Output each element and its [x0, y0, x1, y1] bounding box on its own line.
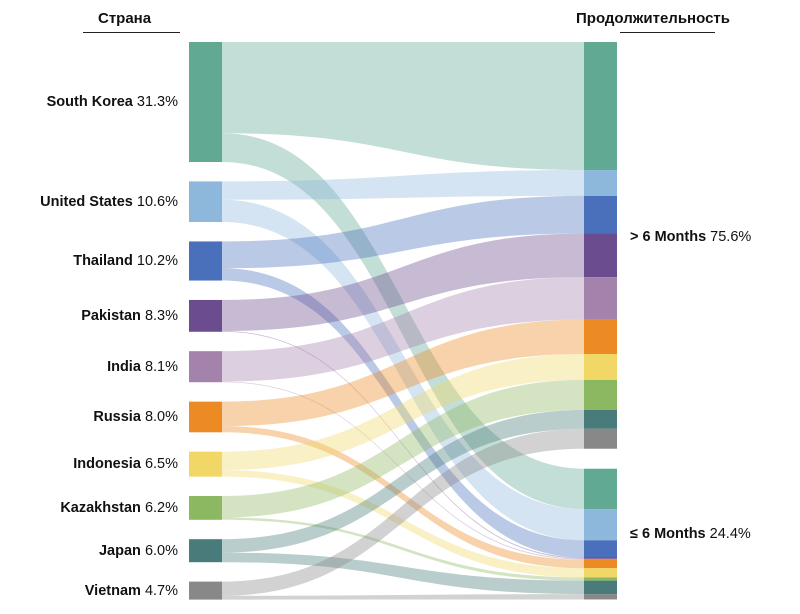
source-name: Thailand: [73, 252, 133, 269]
source-name: Indonesia: [73, 456, 141, 473]
link-russia-to-target-0: [222, 319, 584, 427]
source-pct: 6.2%: [144, 499, 178, 516]
source-node-thailand: [189, 241, 222, 281]
target-segment-united-states: [584, 509, 617, 541]
link-south-korea-to-target-1: [222, 133, 584, 510]
source-node-russia: [189, 401, 222, 433]
target-segment-japan: [584, 580, 617, 595]
target-segment-vietnam: [584, 428, 617, 449]
target-segment-pakistan: [584, 557, 617, 559]
target-segment-india: [584, 558, 617, 560]
source-node-south-korea: [189, 42, 222, 163]
source-pct: 10.6%: [136, 193, 178, 210]
link-south-korea-to-target-0: [222, 42, 584, 171]
link-thailand-to-target-0: [222, 195, 584, 269]
source-header-underline: [83, 32, 180, 33]
target-pct: 24.4%: [709, 526, 751, 543]
target-header-underline: [620, 32, 715, 33]
source-label: Japan 6.0%: [99, 543, 178, 559]
source-node-vietnam: [189, 581, 222, 600]
target-segment-south-korea: [584, 468, 617, 510]
target-name: > 6 Months: [630, 229, 707, 246]
source-pct: 8.1%: [144, 358, 178, 375]
source-pct: 10.2%: [136, 252, 178, 269]
target-name: ≤ 6 Months: [630, 526, 706, 543]
target-label: > 6 Months 75.6%: [630, 229, 751, 245]
source-label: India 8.1%: [107, 359, 178, 375]
link-thailand-to-target-1: [222, 268, 584, 558]
link-indonesia-to-target-0: [222, 354, 584, 471]
link-indonesia-to-target-1: [222, 470, 584, 578]
link-pakistan-to-target-1: [222, 331, 584, 559]
source-name: Kazakhstan: [60, 499, 141, 516]
target-segment-russia: [584, 319, 617, 355]
source-label: Vietnam 4.7%: [85, 583, 178, 599]
source-label: South Korea 31.3%: [47, 94, 178, 110]
target-segment-thailand: [584, 195, 617, 234]
source-name: Japan: [98, 542, 141, 559]
link-united-states-to-target-1: [222, 199, 584, 541]
link-vietnam-to-target-1: [222, 594, 584, 600]
target-segment-kazakhstan: [584, 577, 617, 581]
target-segment-south-korea: [584, 42, 617, 171]
link-japan-to-target-0: [222, 409, 584, 553]
source-pct: 31.3%: [136, 94, 178, 110]
target-segment-indonesia: [584, 354, 617, 380]
target-segment-pakistan: [584, 233, 617, 278]
link-japan-to-target-1: [222, 552, 584, 595]
source-node-indonesia: [189, 451, 222, 477]
source-label: Thailand 10.2%: [73, 253, 178, 269]
target-segment-russia: [584, 559, 617, 569]
link-russia-to-target-1: [222, 426, 584, 569]
source-node-united-states: [189, 181, 222, 223]
source-name: India: [107, 358, 141, 375]
source-header: Страна: [98, 10, 152, 27]
target-segment-indonesia: [584, 568, 617, 578]
target-label: ≤ 6 Months 24.4%: [630, 526, 751, 542]
source-pct: 6.5%: [144, 456, 178, 473]
source-pct: 8.0%: [144, 408, 178, 425]
source-node-kazakhstan: [189, 496, 222, 520]
target-segment-kazakhstan: [584, 379, 617, 410]
source-label: Pakistan 8.3%: [81, 308, 178, 324]
source-name: United States: [40, 193, 133, 210]
target-pct: 75.6%: [710, 229, 752, 246]
link-vietnam-to-target-0: [222, 428, 584, 596]
link-pakistan-to-target-0: [222, 233, 584, 332]
source-pct: 6.0%: [144, 542, 178, 559]
source-name: Russia: [93, 408, 141, 425]
target-segment-united-states: [584, 170, 617, 196]
link-kazakhstan-to-target-1: [222, 517, 584, 581]
target-segment-india: [584, 277, 617, 320]
link-india-to-target-1: [222, 381, 584, 560]
source-label: Indonesia 6.5%: [73, 456, 178, 472]
link-kazakhstan-to-target-0: [222, 379, 584, 518]
source-label: United States 10.6%: [40, 194, 178, 210]
target-header: Продолжительность: [576, 10, 730, 27]
links-group: [222, 42, 584, 600]
target-segment-thailand: [584, 540, 617, 558]
link-india-to-target-0: [222, 277, 584, 382]
source-pct: 4.7%: [144, 582, 178, 599]
link-united-states-to-target-0: [222, 170, 584, 200]
source-label: Russia 8.0%: [93, 409, 178, 425]
target-segment-vietnam: [584, 594, 617, 600]
source-label: Kazakhstan 6.2%: [60, 500, 178, 516]
source-name: South Korea: [46, 94, 133, 110]
source-node-japan: [189, 539, 222, 563]
target-segment-japan: [584, 409, 617, 429]
source-node-pakistan: [189, 299, 222, 332]
source-pct: 8.3%: [144, 307, 178, 324]
source-name: Pakistan: [81, 307, 141, 324]
source-node-india: [189, 351, 222, 383]
source-name: Vietnam: [84, 582, 141, 599]
nodes-group: [189, 42, 617, 600]
